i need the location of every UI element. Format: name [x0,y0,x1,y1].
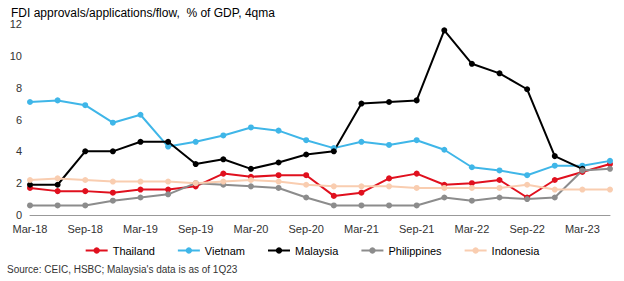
svg-text:Sep-18: Sep-18 [67,223,102,235]
svg-text:2: 2 [16,177,22,189]
svg-text:Indonesia: Indonesia [492,245,541,257]
svg-text:Sep-20: Sep-20 [288,223,323,235]
svg-text:Philippines: Philippines [388,245,442,257]
svg-text:Mar-22: Mar-22 [454,223,489,235]
svg-text:Mar-18: Mar-18 [13,223,48,235]
svg-text:Malaysia: Malaysia [295,245,339,257]
svg-text:8: 8 [16,82,22,94]
svg-text:Sep-21: Sep-21 [399,223,434,235]
svg-text:Source: CEIC, HSBC; Malaysia's: Source: CEIC, HSBC; Malaysia's data is a… [7,264,238,275]
svg-text:Mar-23: Mar-23 [565,223,600,235]
svg-text:Mar-20: Mar-20 [234,223,269,235]
svg-text:4: 4 [16,145,22,157]
svg-text:Sep-19: Sep-19 [178,223,213,235]
svg-text:Thailand: Thailand [113,245,155,257]
svg-text:Mar-21: Mar-21 [344,223,379,235]
svg-text:0: 0 [16,209,22,221]
svg-text:FDI approvals/applications/flo: FDI approvals/applications/flow, % of GD… [11,6,275,20]
svg-text:Vietnam: Vietnam [205,245,245,257]
svg-text:10: 10 [10,50,22,62]
svg-text:Sep-22: Sep-22 [509,223,544,235]
svg-text:12: 12 [9,18,22,30]
svg-text:Mar-19: Mar-19 [123,223,158,235]
svg-text:6: 6 [16,114,22,126]
